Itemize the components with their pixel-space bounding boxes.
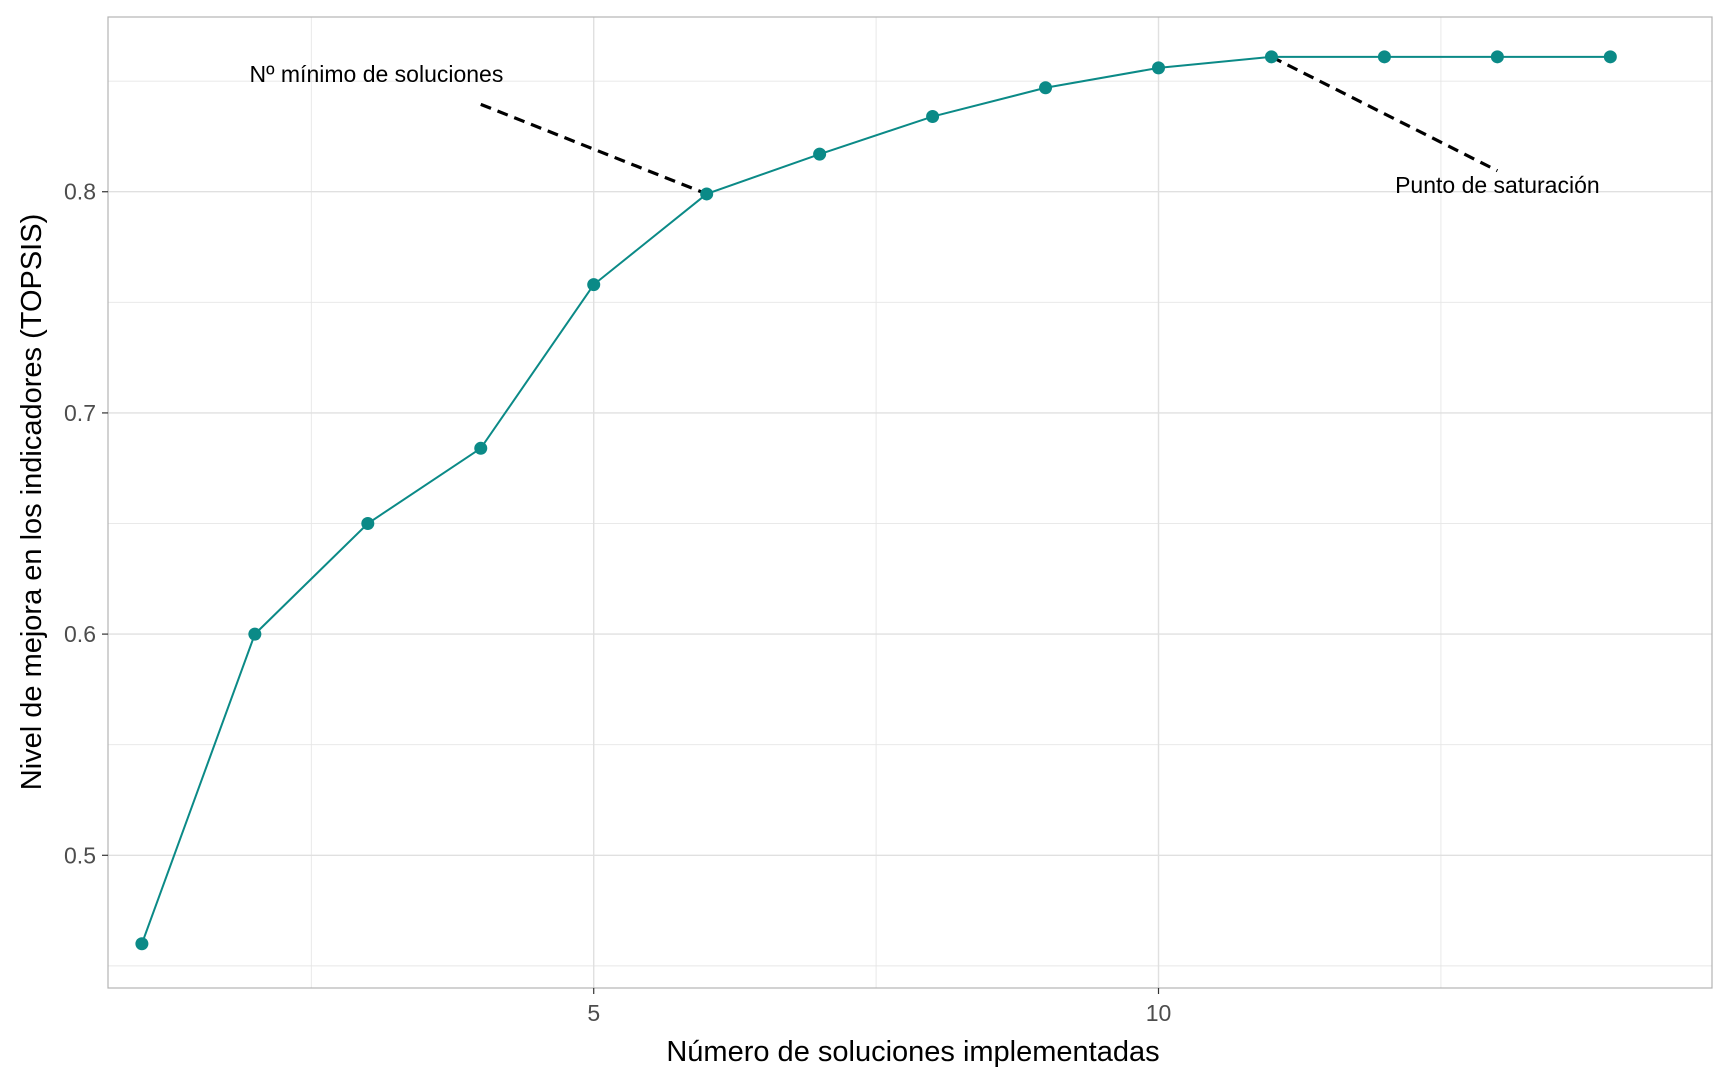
annotation-dashed-line xyxy=(480,102,708,196)
y-tick-label: 0.6 xyxy=(64,621,96,647)
series-line-group xyxy=(140,55,1611,945)
series-line xyxy=(140,55,1611,945)
data-point xyxy=(1152,61,1166,75)
data-point xyxy=(1377,50,1391,64)
data-point xyxy=(1603,50,1617,64)
y-tick-label: 0.8 xyxy=(64,179,96,205)
x-axis-ticks: 5 10 xyxy=(587,988,1171,1026)
data-point xyxy=(135,937,149,951)
minor-gridlines xyxy=(108,17,1712,988)
data-point xyxy=(1039,81,1053,95)
annotation-dashed-line xyxy=(1270,55,1499,173)
y-axis-ticks: 0.5 0.6 0.7 0.8 xyxy=(64,179,108,868)
x-tick-label: 10 xyxy=(1146,1000,1172,1026)
annotation-label: Punto de saturación xyxy=(1395,172,1600,198)
data-point xyxy=(700,187,714,201)
y-tick-label: 0.7 xyxy=(64,400,96,426)
y-axis-label: Nivel de mejora en los indicadores (TOPS… xyxy=(16,214,48,791)
y-tick-label: 0.5 xyxy=(64,842,96,868)
x-axis-label: Número de soluciones implementadas xyxy=(666,1036,1159,1068)
data-point xyxy=(361,517,375,531)
data-point xyxy=(1264,50,1278,64)
plot-panel-border xyxy=(107,16,1713,989)
major-gridlines xyxy=(108,17,1712,988)
data-point xyxy=(813,147,827,161)
annotation-label: Nº mínimo de soluciones xyxy=(250,61,504,87)
annotation-labels: Nº mínimo de soluciones Punto de saturaci… xyxy=(250,61,1600,198)
data-point xyxy=(248,627,262,641)
data-point xyxy=(474,441,488,455)
data-point xyxy=(587,278,601,292)
annotation-lines xyxy=(480,55,1499,196)
data-point xyxy=(1490,50,1504,64)
data-point xyxy=(926,110,940,124)
x-tick-label: 5 xyxy=(587,1000,600,1026)
series-points-group xyxy=(135,50,1617,951)
